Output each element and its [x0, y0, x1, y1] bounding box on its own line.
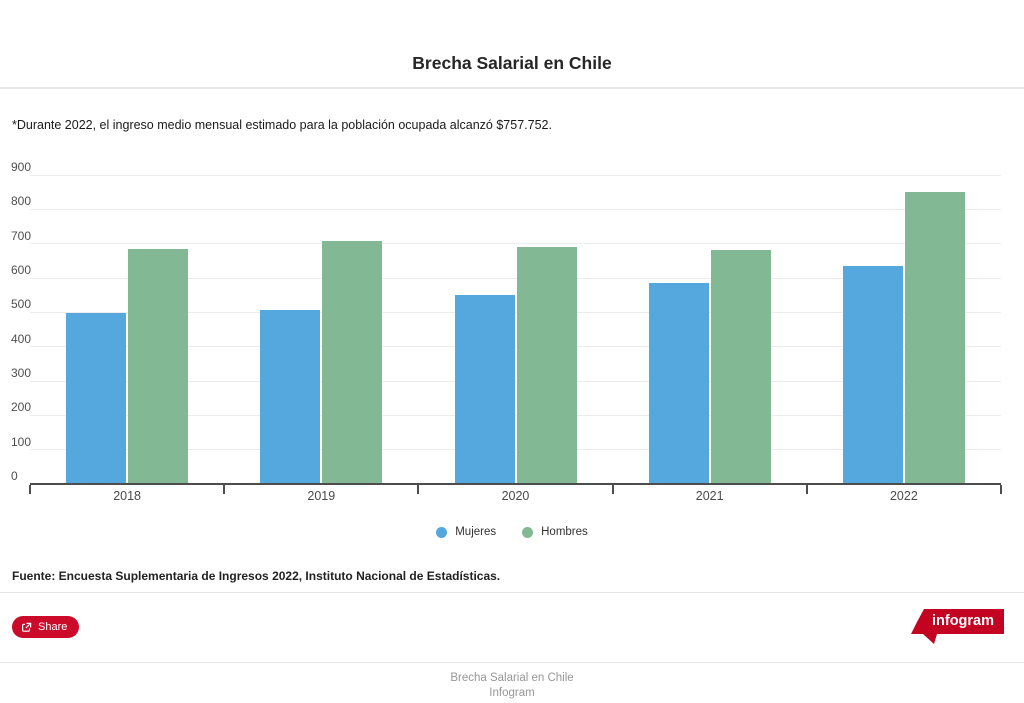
legend-swatch-mujeres	[436, 526, 448, 538]
x-axis-tick	[611, 484, 614, 494]
infogram-logo[interactable]: infogram	[903, 606, 1004, 646]
x-axis-label-2019: 2019	[307, 488, 336, 503]
chart-legend: Mujeres Hombres	[12, 526, 1012, 538]
x-axis-tick	[805, 484, 808, 494]
y-axis-label: 100	[11, 434, 32, 449]
bar-hombres-2022[interactable]	[904, 191, 965, 484]
y-axis-label: 0	[11, 469, 18, 483]
infogram-flag-icon	[911, 609, 1004, 644]
source-divider	[0, 592, 1024, 593]
share-icon	[22, 622, 32, 632]
source-text: Fuente: Encuesta Suplementaria de Ingres…	[12, 569, 501, 583]
gridline	[30, 174, 1001, 176]
bar-mujeres-2018[interactable]	[66, 313, 127, 484]
x-axis-tick	[223, 484, 226, 494]
bar-mujeres-2022[interactable]	[842, 265, 903, 484]
gridline	[30, 346, 1001, 348]
bar-hombres-2021[interactable]	[710, 250, 771, 484]
y-axis-label: 500	[11, 297, 32, 312]
share-button-label: Share	[38, 621, 68, 633]
bar-hombres-2019[interactable]	[322, 241, 383, 484]
y-axis-label: 300	[11, 366, 32, 380]
x-axis-label-2018: 2018	[113, 488, 141, 503]
infogram-logo-label: infogram	[931, 613, 995, 629]
legend-item-mujeres[interactable]: Mujeres	[436, 526, 496, 538]
legend-label-hombres: Hombres	[541, 526, 588, 538]
y-axis-label: 900	[11, 160, 32, 174]
bar-mujeres-2019[interactable]	[260, 310, 321, 484]
bottom-divider	[0, 662, 1024, 663]
gridline	[30, 311, 1001, 313]
footer-brand: Infogram	[489, 687, 535, 699]
legend-item-hombres[interactable]: Hombres	[522, 526, 588, 538]
x-axis-tick	[29, 484, 31, 494]
y-axis-label: 400	[11, 331, 32, 346]
bar-mujeres-2021[interactable]	[648, 282, 709, 484]
gridline	[30, 449, 1001, 451]
x-axis-tick	[417, 484, 420, 494]
bar-chart: 0 100 200 300 400 500 600 700 800 900 2018 2019 2020…	[11, 160, 1002, 503]
y-axis-label: 700	[11, 228, 32, 243]
bar-hombres-2020[interactable]	[516, 246, 577, 484]
y-axis-label: 200	[11, 400, 32, 415]
gridline	[30, 414, 1001, 416]
footer-title: Brecha Salarial en Chile	[450, 672, 574, 684]
x-axis-label-2021: 2021	[695, 488, 724, 503]
legend-swatch-hombres	[522, 526, 534, 538]
share-button[interactable]: Share	[12, 616, 80, 638]
x-axis-label-2022: 2022	[889, 488, 918, 503]
gridline	[30, 243, 1001, 245]
x-axis-tick	[1000, 484, 1002, 494]
page-title: Brecha Salarial en Chile	[412, 53, 612, 73]
gridline	[30, 208, 1001, 210]
bar-hombres-2018[interactable]	[128, 249, 189, 484]
y-axis-label: 600	[11, 263, 32, 277]
title-divider	[0, 87, 1024, 89]
x-axis-line	[30, 482, 1001, 485]
y-axis-label: 800	[11, 194, 32, 209]
bar-mujeres-2020[interactable]	[454, 294, 515, 484]
legend-label-mujeres: Mujeres	[455, 526, 497, 538]
chart-subtitle-note: *Durante 2022, el ingreso medio mensual …	[12, 118, 552, 132]
gridline	[30, 380, 1001, 382]
x-axis-label-2020: 2020	[501, 488, 530, 503]
gridline	[30, 277, 1001, 279]
